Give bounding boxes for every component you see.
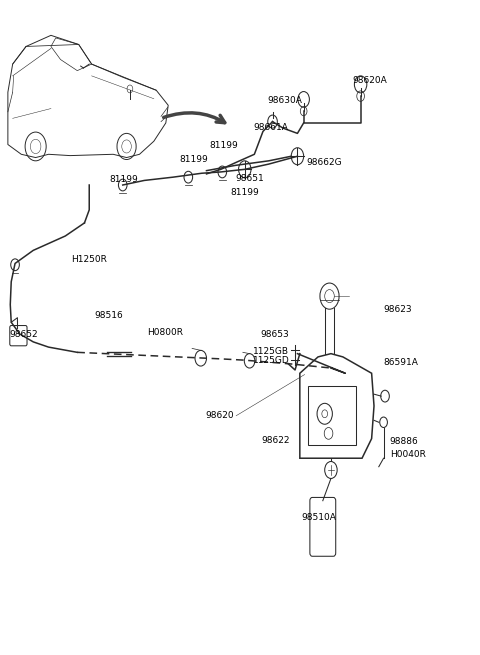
Text: 1125GD: 1125GD	[253, 356, 290, 365]
Text: 98516: 98516	[94, 310, 123, 320]
Text: 98653: 98653	[261, 329, 289, 339]
Text: 1125GB: 1125GB	[253, 346, 289, 356]
Text: 98620: 98620	[205, 411, 234, 421]
Text: 98886: 98886	[390, 438, 419, 446]
Text: 98622: 98622	[262, 436, 290, 445]
Text: H1250R: H1250R	[72, 255, 108, 264]
Text: 98620A: 98620A	[352, 76, 387, 85]
Text: 98510A: 98510A	[301, 513, 336, 521]
Text: 98651: 98651	[235, 174, 264, 183]
Text: 98623: 98623	[384, 305, 412, 314]
Text: 81199: 81199	[230, 189, 259, 197]
Text: H0800R: H0800R	[147, 328, 183, 337]
Text: 81199: 81199	[209, 141, 238, 150]
Text: H0040R: H0040R	[390, 450, 426, 458]
Text: 98652: 98652	[9, 330, 38, 339]
Text: 98661A: 98661A	[253, 123, 288, 132]
Text: 98662G: 98662G	[306, 159, 342, 167]
Text: 81199: 81199	[110, 176, 139, 184]
Text: 98630A: 98630A	[268, 96, 302, 105]
Text: 86591A: 86591A	[384, 358, 419, 367]
Text: 81199: 81199	[179, 155, 208, 164]
